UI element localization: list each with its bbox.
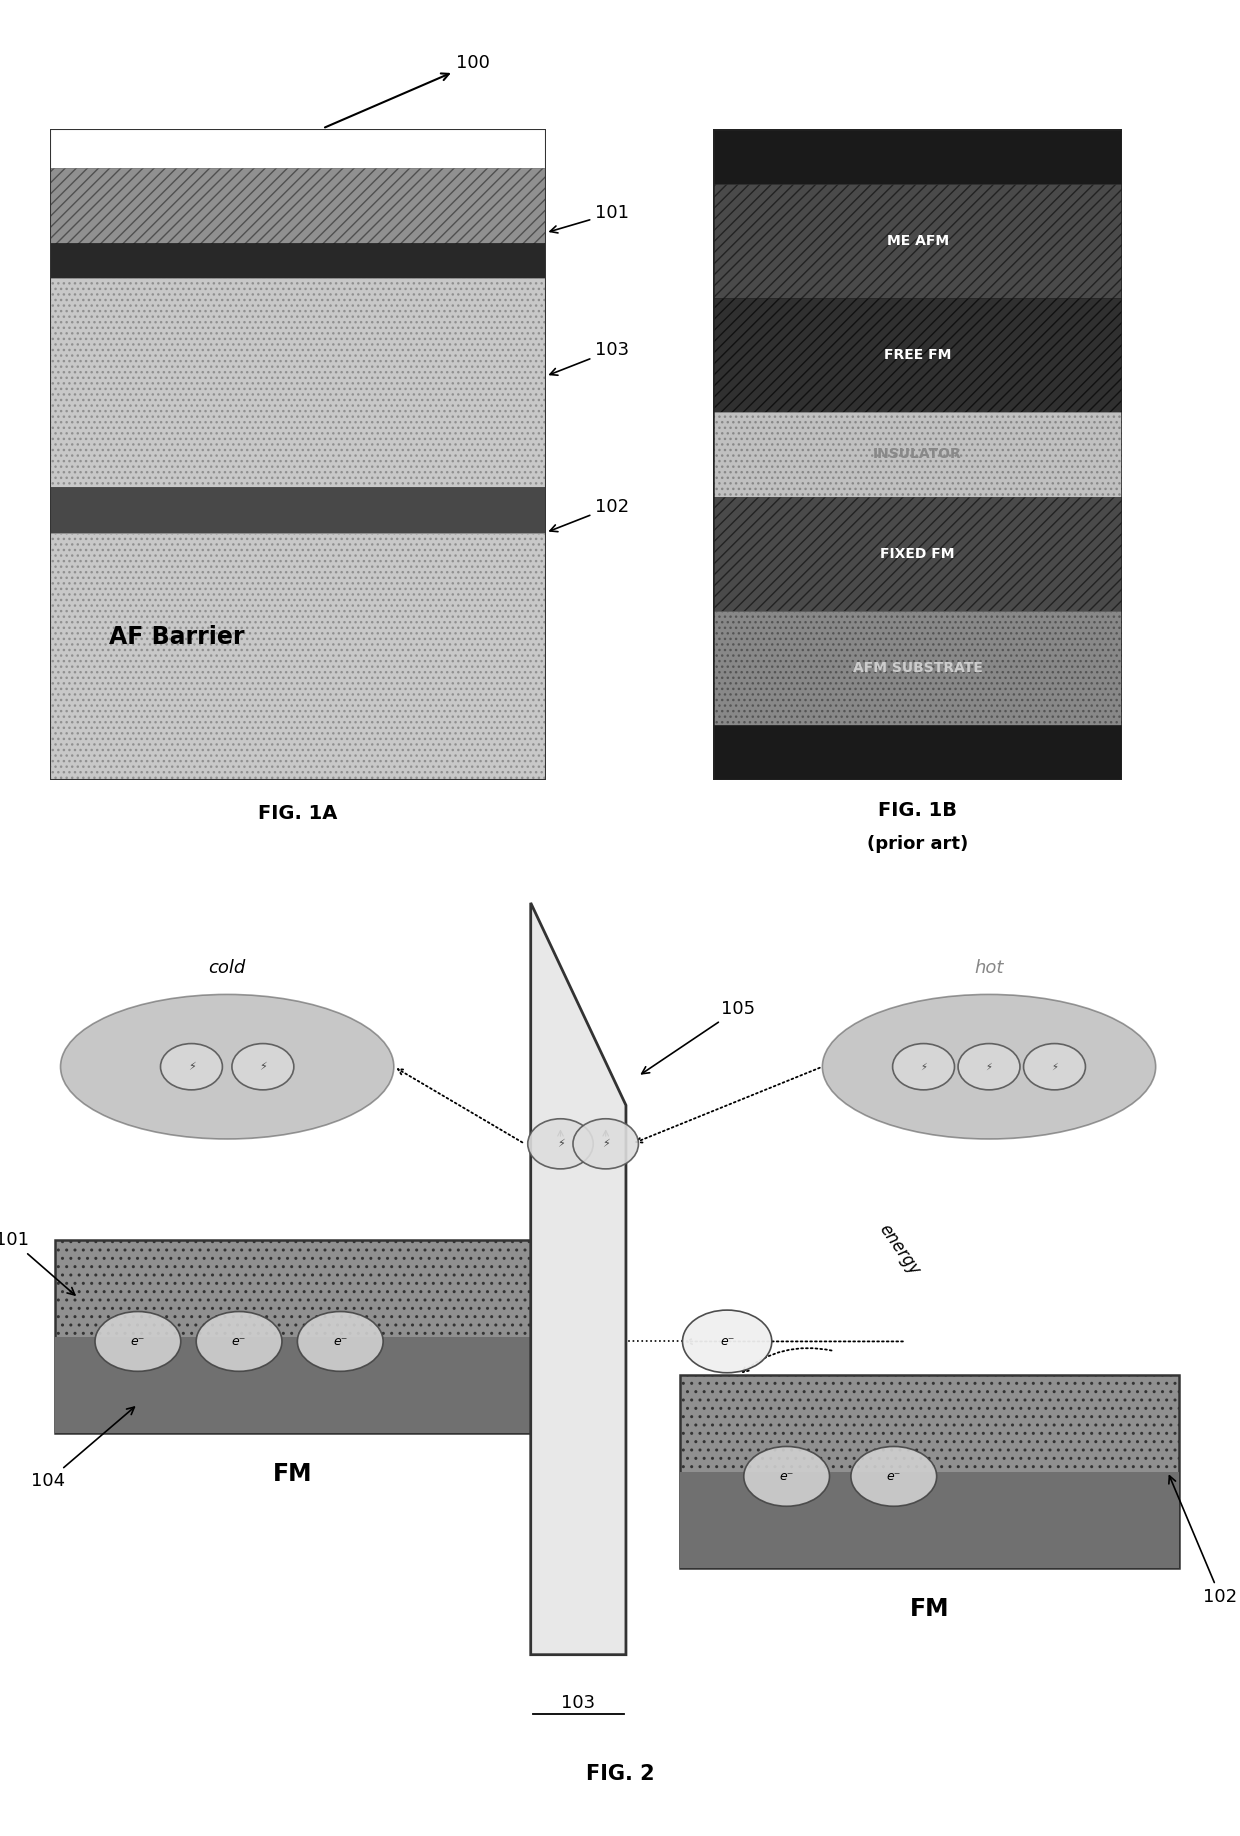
Text: FREE FM: FREE FM [884,349,951,362]
Text: 101: 101 [551,204,629,233]
Text: e⁻: e⁻ [130,1335,145,1348]
FancyBboxPatch shape [713,611,1122,725]
Text: FIG. 1A: FIG. 1A [258,804,337,823]
Text: INSULATOR: INSULATOR [873,448,962,461]
FancyBboxPatch shape [713,725,1122,780]
Ellipse shape [682,1311,771,1373]
Ellipse shape [851,1447,936,1506]
Ellipse shape [528,1118,593,1170]
FancyBboxPatch shape [55,1337,531,1432]
Ellipse shape [744,1447,830,1506]
Text: ⚡: ⚡ [557,1138,564,1149]
Ellipse shape [1023,1043,1085,1091]
FancyBboxPatch shape [50,532,546,780]
Text: FM: FM [273,1461,312,1485]
Ellipse shape [573,1118,639,1170]
FancyBboxPatch shape [713,184,1122,297]
Text: 101: 101 [0,1232,74,1294]
FancyBboxPatch shape [680,1472,1179,1568]
Text: cold: cold [208,958,246,977]
Text: e⁻: e⁻ [720,1335,734,1348]
FancyBboxPatch shape [55,1241,531,1432]
Text: e⁻: e⁻ [887,1471,901,1483]
Text: FIG. 1B: FIG. 1B [878,800,957,821]
Ellipse shape [822,995,1156,1138]
FancyBboxPatch shape [713,129,1122,184]
Text: ⚡: ⚡ [187,1061,196,1072]
FancyBboxPatch shape [713,411,1122,498]
Ellipse shape [95,1311,181,1371]
Text: 104: 104 [31,1406,134,1491]
Ellipse shape [959,1043,1021,1091]
Text: ⚡: ⚡ [920,1061,928,1072]
FancyBboxPatch shape [50,279,546,487]
FancyBboxPatch shape [713,498,1122,611]
Text: FIG. 2: FIG. 2 [585,1764,655,1785]
Ellipse shape [160,1043,222,1091]
Ellipse shape [232,1043,294,1091]
Text: FIXED FM: FIXED FM [880,547,955,560]
Text: ⚡: ⚡ [601,1138,610,1149]
Ellipse shape [893,1043,955,1091]
Text: 100: 100 [325,55,490,127]
Ellipse shape [61,995,394,1138]
Text: 102: 102 [1169,1476,1238,1606]
FancyBboxPatch shape [50,487,546,532]
Text: ⚡: ⚡ [1052,1061,1058,1072]
Text: energy: energy [875,1221,924,1280]
FancyBboxPatch shape [50,242,546,279]
Text: 103: 103 [562,1695,595,1711]
Ellipse shape [196,1311,281,1371]
Text: ⚡: ⚡ [259,1061,267,1072]
Text: e⁻: e⁻ [780,1471,794,1483]
Polygon shape [531,903,626,1654]
Ellipse shape [298,1311,383,1371]
Text: 103: 103 [549,341,630,375]
Text: (prior art): (prior art) [867,835,968,852]
Text: hot: hot [975,958,1003,977]
Text: AFM SUBSTRATE: AFM SUBSTRATE [853,661,982,676]
Text: ⚡: ⚡ [986,1061,992,1072]
Text: e⁻: e⁻ [334,1335,347,1348]
Text: ME AFM: ME AFM [887,233,949,248]
Text: AF Barrier: AF Barrier [109,624,244,648]
FancyBboxPatch shape [50,167,546,246]
Text: FM: FM [910,1597,950,1621]
Text: 102: 102 [549,498,630,532]
Text: e⁻: e⁻ [232,1335,247,1348]
FancyBboxPatch shape [680,1375,1179,1568]
Text: 105: 105 [642,1001,755,1074]
FancyBboxPatch shape [713,297,1122,411]
